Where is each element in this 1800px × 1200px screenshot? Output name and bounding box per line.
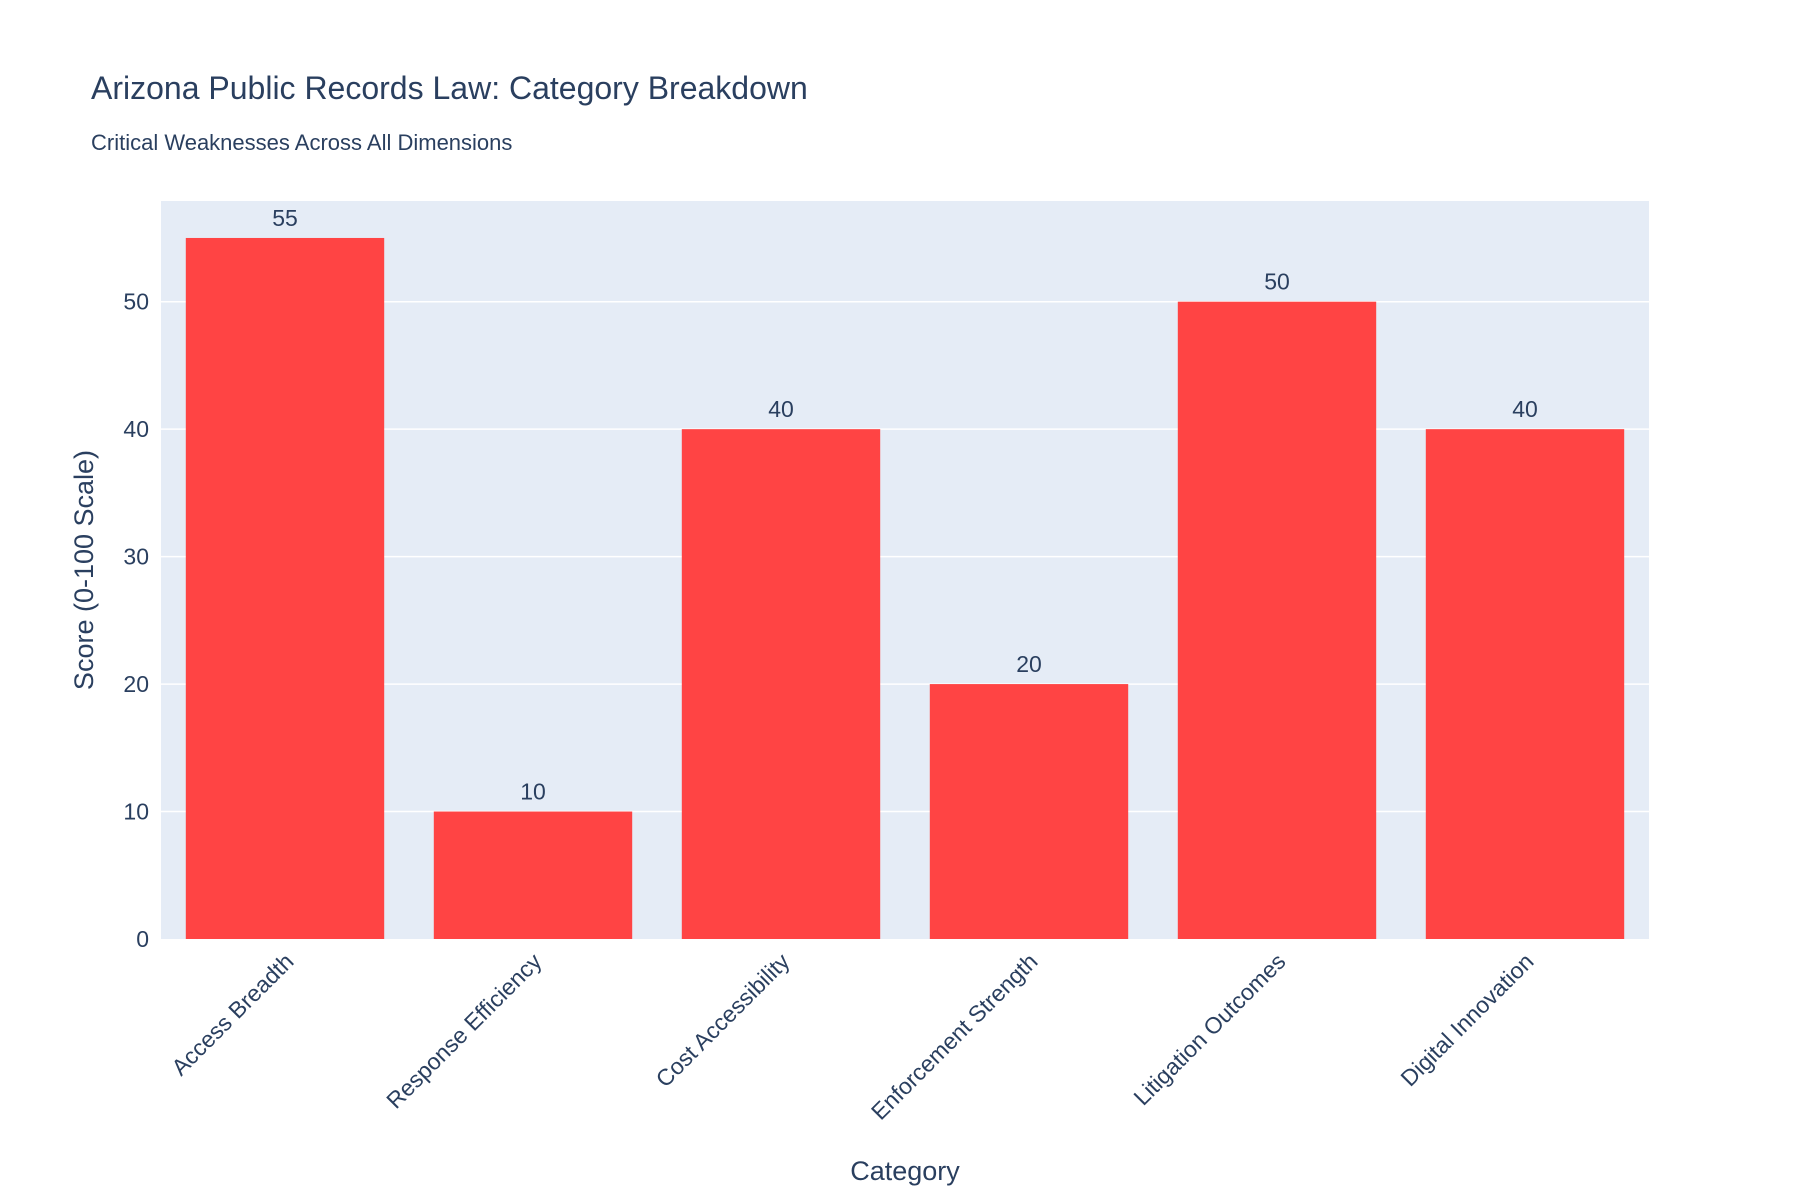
chart-title: Arizona Public Records Law: Category Bre… [91,70,808,106]
data-label: 55 [272,205,298,231]
bar [1177,301,1377,939]
bar [1425,429,1625,939]
x-tick-label: Cost Accessibility [651,948,795,1092]
gridlines [161,300,1649,813]
y-tick-label: 10 [123,799,149,825]
bar [681,429,881,939]
y-axis-tick-labels: 0 10 20 30 40 50 [123,289,149,952]
x-axis-tick-labels: Access Breadth Response Efficiency Cost Ac… [166,948,1538,1125]
x-tick-label: Digital Innovation [1395,948,1538,1091]
y-tick-label: 20 [123,671,149,697]
x-tick-label: Enforcement Strength [866,948,1043,1125]
data-label: 40 [768,396,794,422]
data-label: 10 [520,779,546,805]
bar [185,237,385,939]
y-tick-label: 30 [123,544,149,570]
chart-subtitle: Critical Weaknesses Across All Dimension… [91,130,513,155]
x-tick-label: Litigation Outcomes [1128,948,1290,1110]
data-label: 40 [1512,396,1538,422]
x-tick-label: Access Breadth [166,948,298,1080]
y-tick-label: 0 [136,926,149,952]
bar [433,811,633,939]
bar [929,684,1129,939]
x-tick-label: Response Efficiency [381,948,547,1114]
data-label: 50 [1264,269,1290,295]
y-tick-label: 40 [123,416,149,442]
y-tick-label: 50 [123,289,149,315]
data-label: 20 [1016,651,1042,677]
plot-area [161,201,1649,939]
x-axis-title: Category [850,1156,960,1186]
bars: 55 10 40 20 50 40 [185,205,1625,939]
y-axis-title: Score (0-100 Scale) [69,450,99,690]
